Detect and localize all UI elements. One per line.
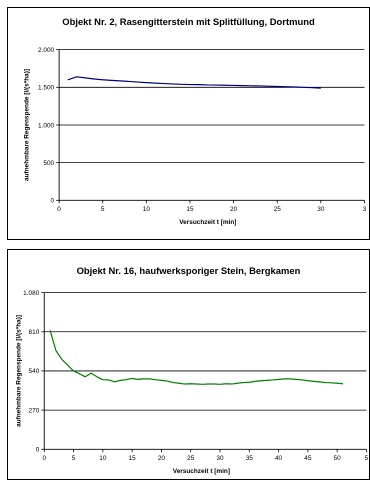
y-tick-label: 1.500 <box>38 85 55 92</box>
chart-svg: Objekt Nr. 2, Rasengitterstein mit Split… <box>23 16 367 226</box>
x-tick-label: 10 <box>143 206 151 213</box>
x-tick-label: 15 <box>186 206 194 213</box>
y-axis-label: aufnehmbare Regenspende [l/(s*ha)] <box>15 315 22 427</box>
y-axis-label: aufnehmbare Regenspende [l/(s*ha)] <box>23 69 30 181</box>
x-tick-label: 10 <box>99 455 107 462</box>
series-line <box>67 76 321 89</box>
x-tick-label: 15 <box>129 455 137 462</box>
x-tick-label: 5 <box>101 206 105 213</box>
x-tick-label: 30 <box>216 455 224 462</box>
chart-panel-2: Objekt Nr. 16, haufwerksporiger Stein, B… <box>7 249 370 480</box>
x-tick-label: 25 <box>187 455 195 462</box>
x-tick-label: 25 <box>274 206 282 213</box>
y-tick-label: 810 <box>29 329 40 336</box>
y-tick-label: 1.080 <box>23 290 40 297</box>
y-tick-label: 0 <box>36 447 40 454</box>
y-tick-label: 540 <box>29 368 40 375</box>
x-tick-label: 45 <box>304 455 312 462</box>
x-tick-label: 40 <box>275 455 283 462</box>
y-tick-label: 2.000 <box>38 47 55 54</box>
x-tick-label: 20 <box>158 455 166 462</box>
x-tick-label: 30 <box>317 206 325 213</box>
x-tick-label: 5 <box>365 455 369 462</box>
chart-svg: Objekt Nr. 16, haufwerksporiger Stein, B… <box>15 265 369 475</box>
y-tick-label: 500 <box>43 160 54 167</box>
y-tick-label: 0 <box>51 198 55 205</box>
x-axis-label: Versuchzeit t [min] <box>179 219 236 226</box>
x-tick-label: 3 <box>363 206 367 213</box>
x-tick-label: 20 <box>230 206 238 213</box>
y-tick-label: 270 <box>29 407 40 414</box>
chart-title: Objekt Nr. 16, haufwerksporiger Stein, B… <box>77 265 301 276</box>
x-tick-label: 5 <box>72 455 76 462</box>
x-tick-label: 0 <box>42 455 46 462</box>
chart-panel-1: Objekt Nr. 2, Rasengitterstein mit Split… <box>7 7 370 240</box>
chart-title: Objekt Nr. 2, Rasengitterstein mit Split… <box>62 16 315 27</box>
x-tick-label: 35 <box>246 455 254 462</box>
series-line <box>49 330 344 385</box>
y-tick-label: 1.000 <box>38 122 55 129</box>
x-axis-label: Versuchzeit t [min] <box>173 468 230 475</box>
x-tick-label: 50 <box>334 455 342 462</box>
x-tick-label: 0 <box>57 206 61 213</box>
